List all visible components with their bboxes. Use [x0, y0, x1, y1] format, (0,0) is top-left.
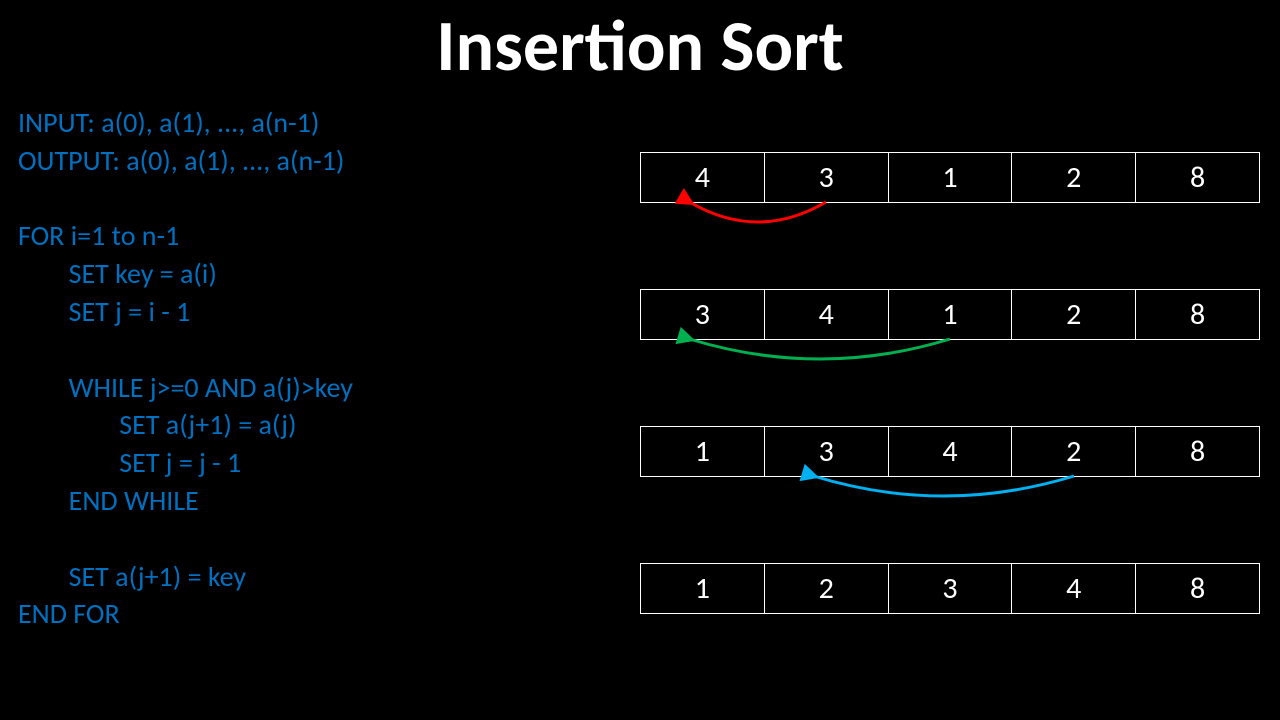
pseudocode-line: END FOR [18, 595, 353, 633]
array-cells: 34128 [640, 289, 1260, 340]
array-cell: 1 [641, 564, 765, 613]
array-cell: 8 [1136, 564, 1259, 613]
array-cell: 4 [765, 290, 889, 339]
array-cell: 2 [765, 564, 889, 613]
swap-arrow [640, 472, 1260, 516]
pseudocode-line [18, 520, 353, 558]
pseudocode-line [18, 180, 353, 218]
array-cell: 4 [641, 153, 765, 202]
array-cell: 3 [641, 290, 765, 339]
pseudocode-line: SET a(j+1) = key [18, 558, 353, 596]
array-cell: 3 [765, 153, 889, 202]
pseudocode-line: END WHILE [18, 482, 353, 520]
array-cell: 2 [1012, 153, 1136, 202]
array-cell: 1 [641, 427, 765, 476]
array-row: 13428 [640, 426, 1260, 477]
swap-arrow [640, 198, 1260, 242]
pseudocode-line [18, 331, 353, 369]
array-cell: 3 [889, 564, 1013, 613]
pseudocode-line: SET j = j - 1 [18, 444, 353, 482]
pseudocode-line: SET j = i - 1 [18, 293, 353, 331]
pseudocode-line: FOR i=1 to n-1 [18, 217, 353, 255]
array-cells: 13428 [640, 426, 1260, 477]
array-cell: 4 [1012, 564, 1136, 613]
array-cells: 12348 [640, 563, 1260, 614]
pseudocode-line: SET key = a(i) [18, 255, 353, 293]
array-cell: 1 [889, 290, 1013, 339]
pseudocode-line: WHILE j>=0 AND a(j)>key [18, 369, 353, 407]
array-cell: 2 [1012, 427, 1136, 476]
pseudocode-line: INPUT: a(0), a(1), ..., a(n-1) [18, 104, 353, 142]
array-cells: 43128 [640, 152, 1260, 203]
array-diagram: 43128341281342812348 [640, 152, 1260, 614]
swap-arrow [640, 335, 1260, 379]
pseudocode-line: SET a(j+1) = a(j) [18, 406, 353, 444]
page-title: Insertion Sort [0, 2, 1280, 90]
array-row: 43128 [640, 152, 1260, 203]
array-cell: 2 [1012, 290, 1136, 339]
array-cell: 8 [1136, 290, 1259, 339]
array-cell: 1 [889, 153, 1013, 202]
array-cell: 8 [1136, 427, 1259, 476]
array-row: 12348 [640, 563, 1260, 614]
pseudocode-line: OUTPUT: a(0), a(1), ..., a(n-1) [18, 142, 353, 180]
array-cell: 3 [765, 427, 889, 476]
array-cell: 4 [889, 427, 1013, 476]
array-cell: 8 [1136, 153, 1259, 202]
pseudocode-block: INPUT: a(0), a(1), ..., a(n-1)OUTPUT: a(… [18, 104, 353, 633]
array-row: 34128 [640, 289, 1260, 340]
